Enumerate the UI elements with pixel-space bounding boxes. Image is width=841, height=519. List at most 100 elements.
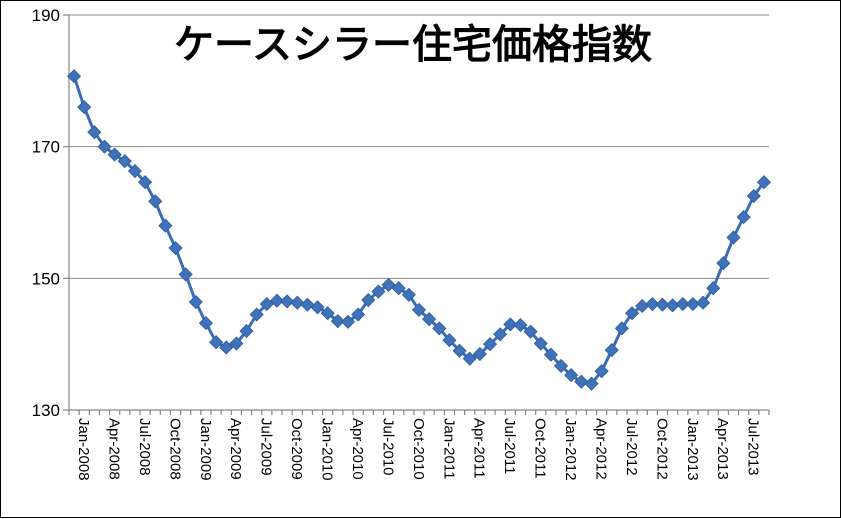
data-point-marker [209, 335, 224, 350]
data-point-marker [117, 154, 132, 169]
x-tick-label: Apr-2012 [592, 418, 609, 480]
data-point-marker [706, 281, 721, 296]
data-point-marker [269, 293, 285, 308]
data-point-marker [127, 163, 143, 179]
data-point-marker [564, 368, 579, 383]
x-tick-label: Oct-2009 [288, 418, 305, 480]
data-point-marker [67, 69, 82, 84]
data-point-marker [584, 376, 599, 391]
data-point-marker [614, 321, 629, 336]
chart-title: ケースシラー住宅価格指数 [174, 22, 652, 68]
series-1 [67, 69, 771, 391]
x-tick-label: Apr-2009 [227, 418, 244, 480]
data-point-marker [188, 294, 203, 310]
data-point-marker [655, 297, 670, 312]
data-point-marker [97, 139, 112, 154]
data-point-marker [695, 295, 711, 310]
data-point-marker [675, 296, 690, 312]
x-tick-label: Jan-2009 [197, 418, 214, 481]
series-line [72, 75, 766, 386]
data-point-marker [482, 337, 498, 352]
data-point-marker [533, 336, 548, 351]
y-tick-label: 170 [32, 138, 60, 157]
data-point-marker [452, 343, 467, 358]
data-point-marker [87, 125, 102, 140]
x-tick-label: Jul-2009 [258, 418, 275, 476]
data-point-marker [756, 175, 771, 190]
y-tick-label: 130 [32, 401, 60, 420]
data-point-marker [138, 175, 153, 190]
data-point-marker [158, 218, 173, 233]
data-point-marker [107, 147, 122, 162]
data-point-marker [543, 347, 558, 362]
x-tick-labels: Jan-2008 Apr-2008 Jul-2008 Oct-2008 Jan-2009… [68, 410, 770, 481]
x-tick-label: Jan-2008 [75, 418, 92, 481]
data-point-marker [330, 314, 345, 329]
data-point-marker [320, 306, 335, 321]
data-point-marker [503, 317, 518, 332]
data-point-marker [411, 302, 427, 317]
data-point-marker [371, 284, 386, 299]
data-point-marker [493, 327, 508, 342]
data-point-marker [624, 306, 640, 321]
x-tick-label: Apr-2013 [714, 418, 731, 480]
data-point-marker [442, 333, 457, 348]
data-point-marker [290, 295, 305, 310]
data-point-marker [381, 277, 396, 292]
x-tick-label: Jan-2010 [319, 418, 336, 481]
gridlines [63, 14, 769, 411]
x-tick-label: Apr-2011 [471, 418, 488, 479]
data-point-marker [523, 324, 538, 339]
x-tick-label: Apr-2010 [349, 418, 366, 480]
data-point-marker [604, 343, 619, 358]
y-tick-label: 190 [32, 6, 60, 25]
x-tick-label: Jul-2012 [623, 418, 640, 476]
data-point-marker [746, 188, 761, 204]
data-point-marker [645, 296, 660, 312]
x-tick-label: Jan-2013 [684, 418, 701, 481]
x-tick-label: Oct-2008 [166, 418, 183, 480]
data-point-marker [401, 287, 416, 302]
x-tick-label: Jul-2010 [379, 418, 396, 476]
data-point-marker [239, 323, 254, 339]
data-point-marker [351, 307, 366, 322]
data-point-marker [432, 321, 447, 336]
data-point-marker [77, 100, 92, 115]
data-point-marker [148, 194, 163, 209]
data-point-marker [361, 292, 376, 308]
y-tick-labels: 130 150 170 190 [32, 6, 60, 420]
x-tick-label: Oct-2012 [653, 418, 670, 480]
x-tick-label: Apr-2008 [106, 418, 123, 480]
data-point-marker [340, 314, 356, 329]
x-tick-label: Oct-2010 [410, 418, 427, 480]
data-point-marker [422, 312, 437, 327]
x-tick-label: Jul-2011 [501, 418, 518, 474]
data-point-marker [553, 358, 569, 373]
data-point-marker [391, 281, 406, 296]
x-tick-label: Oct-2011 [532, 418, 549, 479]
data-point-marker [168, 240, 183, 256]
data-point-marker [249, 307, 264, 322]
data-point-marker [198, 316, 214, 331]
data-point-marker [716, 256, 731, 271]
data-point-marker [726, 230, 741, 245]
axes [68, 15, 769, 411]
data-point-marker [310, 300, 325, 315]
x-tick-label: Jul-2008 [136, 418, 153, 476]
data-point-marker [178, 267, 193, 282]
data-point-marker [513, 318, 528, 333]
x-tick-label: Jan-2011 [440, 418, 457, 479]
data-point-marker [300, 297, 315, 312]
x-tick-label: Jul-2013 [745, 418, 762, 476]
y-tick-label: 150 [32, 269, 60, 288]
data-point-marker [462, 351, 477, 366]
data-point-marker [594, 364, 609, 379]
data-point-marker [472, 346, 487, 362]
data-point-marker [280, 294, 295, 309]
data-point-marker [736, 210, 751, 225]
data-point-marker [229, 336, 244, 351]
data-point-marker [219, 340, 234, 355]
data-point-marker [574, 374, 589, 389]
x-tick-label: Jan-2012 [562, 418, 579, 481]
